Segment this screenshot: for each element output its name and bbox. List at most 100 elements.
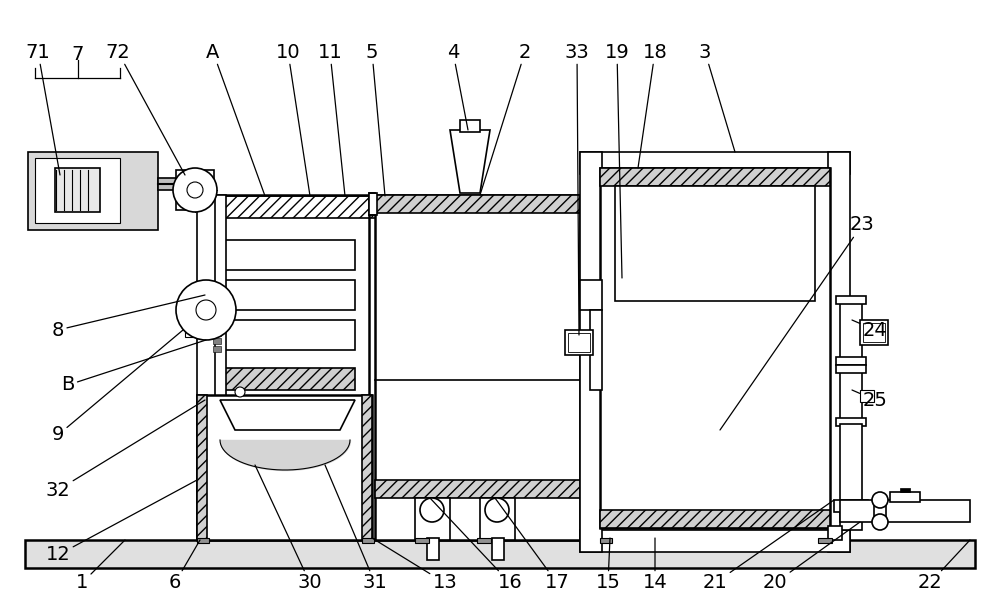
Text: 71: 71 — [26, 43, 60, 175]
Bar — [477, 538, 491, 543]
Text: 13: 13 — [372, 538, 457, 592]
Bar — [568, 333, 590, 352]
Text: 15: 15 — [596, 538, 620, 592]
Bar — [197, 395, 207, 540]
Bar — [35, 158, 120, 223]
Bar — [213, 298, 221, 304]
Bar — [375, 195, 580, 213]
Bar — [197, 395, 372, 540]
Bar — [565, 330, 593, 355]
Text: 11: 11 — [318, 43, 345, 196]
Bar — [176, 170, 214, 210]
Bar — [362, 395, 372, 540]
Circle shape — [420, 498, 444, 522]
Bar — [362, 538, 374, 543]
Text: 22: 22 — [918, 540, 970, 592]
Text: 3: 3 — [699, 43, 735, 152]
Bar — [158, 178, 176, 190]
Bar — [840, 300, 862, 365]
Text: 30: 30 — [255, 465, 322, 592]
Bar — [874, 497, 886, 525]
Text: 32: 32 — [46, 400, 205, 500]
Text: 72: 72 — [106, 43, 185, 175]
Text: 5: 5 — [366, 43, 385, 196]
Bar — [213, 290, 221, 296]
Bar — [213, 338, 221, 344]
Bar — [600, 510, 830, 528]
Bar — [580, 152, 602, 552]
Bar — [415, 538, 429, 543]
Bar — [213, 322, 221, 328]
Text: 9: 9 — [52, 330, 183, 445]
Bar — [836, 357, 866, 365]
Bar — [818, 538, 832, 543]
Bar — [590, 310, 602, 390]
Bar — [836, 365, 866, 373]
Circle shape — [196, 300, 216, 320]
Bar — [225, 320, 355, 350]
Bar — [834, 500, 868, 512]
Text: 21: 21 — [703, 500, 834, 592]
Text: 23: 23 — [720, 215, 874, 430]
Bar — [28, 152, 158, 230]
Polygon shape — [220, 400, 355, 430]
Text: 6: 6 — [169, 540, 200, 592]
Bar — [863, 323, 885, 342]
Bar — [580, 530, 850, 552]
Bar — [600, 168, 830, 528]
Bar — [460, 120, 480, 132]
Text: 20: 20 — [763, 522, 860, 592]
Bar — [197, 538, 209, 543]
Text: 7: 7 — [71, 45, 84, 63]
Bar — [214, 196, 622, 218]
Bar — [580, 280, 602, 310]
Bar — [836, 296, 866, 304]
Bar — [213, 330, 221, 336]
Bar — [185, 330, 197, 337]
Bar — [375, 480, 580, 498]
Bar — [600, 168, 830, 186]
Bar — [615, 186, 815, 301]
Text: 19: 19 — [605, 43, 629, 278]
Bar — [840, 500, 970, 522]
Circle shape — [872, 514, 888, 530]
Text: 33: 33 — [565, 43, 589, 335]
Bar — [25, 540, 975, 568]
Text: 17: 17 — [495, 498, 569, 592]
Text: 4: 4 — [447, 43, 468, 130]
Circle shape — [485, 498, 509, 522]
Text: 16: 16 — [430, 498, 522, 592]
Circle shape — [872, 492, 888, 508]
Text: 25: 25 — [852, 390, 887, 409]
Bar — [828, 526, 842, 540]
Bar — [480, 498, 515, 540]
Bar — [615, 205, 815, 500]
Bar — [860, 390, 874, 402]
Text: 18: 18 — [638, 43, 667, 168]
Text: 10: 10 — [276, 43, 310, 196]
Bar — [860, 320, 888, 345]
Text: 14: 14 — [643, 538, 667, 592]
Bar — [375, 195, 580, 540]
Bar — [369, 193, 377, 215]
Text: A: A — [206, 43, 265, 196]
Bar — [492, 538, 504, 560]
Bar — [225, 280, 355, 310]
Circle shape — [187, 182, 203, 198]
Bar — [213, 306, 221, 312]
Bar — [220, 440, 350, 535]
Bar — [55, 168, 100, 212]
Bar — [840, 424, 862, 530]
Bar — [900, 488, 910, 492]
Bar — [427, 538, 439, 560]
Text: 24: 24 — [852, 320, 887, 340]
Circle shape — [173, 168, 217, 212]
Bar — [225, 368, 355, 390]
Bar — [890, 492, 920, 502]
Bar — [828, 152, 850, 552]
Text: 1: 1 — [76, 540, 125, 592]
Bar — [214, 195, 226, 445]
Bar — [836, 418, 866, 426]
Polygon shape — [450, 130, 490, 193]
Text: 2: 2 — [480, 43, 531, 195]
